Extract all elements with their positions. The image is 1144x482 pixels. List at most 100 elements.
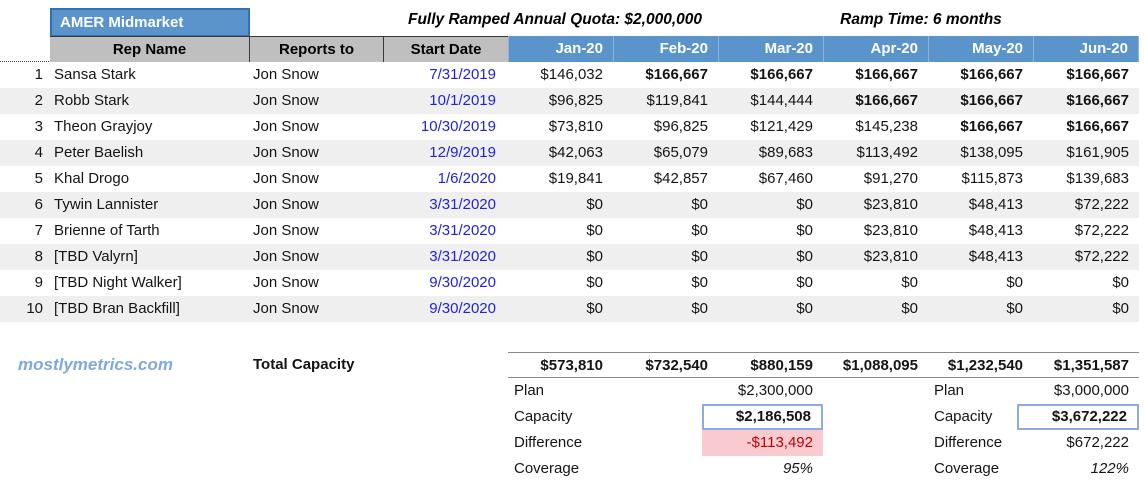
rep-name-cell[interactable]: Peter Baelish (54, 144, 144, 161)
quota-label[interactable]: Fully Ramped Annual Quota: $2,000,000 (407, 11, 702, 28)
capacity-cell[interactable]: $166,667 (855, 92, 918, 109)
col-header-month[interactable]: Jan-20 (508, 36, 613, 62)
capacity-cell[interactable]: $0 (691, 274, 708, 291)
plan-value-right[interactable]: $3,000,000 (1053, 382, 1129, 399)
start-date-cell[interactable]: 3/31/2020 (429, 196, 496, 213)
capacity-cell[interactable]: $166,667 (855, 66, 918, 83)
difference-value-right[interactable]: $672,222 (1066, 434, 1129, 451)
capacity-cell[interactable]: $161,905 (1066, 144, 1129, 161)
capacity-value-right[interactable]: $3,672,222 (1017, 404, 1139, 430)
coverage-value-left[interactable]: 95% (782, 460, 813, 477)
capacity-cell[interactable]: $23,810 (863, 196, 918, 213)
rep-name-cell[interactable]: Brienne of Tarth (54, 222, 160, 239)
capacity-cell[interactable]: $0 (691, 196, 708, 213)
reports-to-cell[interactable]: Jon Snow (253, 196, 319, 213)
rep-name-cell[interactable]: [TBD Bran Backfill] (54, 300, 180, 317)
reports-to-cell[interactable]: Jon Snow (253, 248, 319, 265)
capacity-cell[interactable]: $48,413 (968, 196, 1023, 213)
col-header-month[interactable]: Jun-20 (1033, 36, 1139, 62)
start-date-cell[interactable]: 10/30/2019 (420, 118, 496, 135)
capacity-cell[interactable]: $113,492 (856, 144, 918, 161)
capacity-cell[interactable]: $166,667 (645, 66, 708, 83)
capacity-cell[interactable]: $145,238 (855, 118, 918, 135)
start-date-cell[interactable]: 3/31/2020 (429, 222, 496, 239)
start-date-cell[interactable]: 1/6/2020 (437, 170, 496, 187)
capacity-cell[interactable]: $139,683 (1066, 170, 1129, 187)
capacity-cell[interactable]: $96,825 (548, 92, 603, 109)
capacity-cell[interactable]: $146,032 (540, 66, 603, 83)
capacity-cell[interactable]: $119,841 (646, 92, 708, 109)
reports-to-cell[interactable]: Jon Snow (253, 92, 319, 109)
capacity-cell[interactable]: $0 (691, 300, 708, 317)
capacity-cell[interactable]: $0 (586, 248, 603, 265)
capacity-cell[interactable]: $166,667 (1066, 66, 1129, 83)
coverage-value-right[interactable]: 122% (1090, 460, 1129, 477)
reports-to-cell[interactable]: Jon Snow (253, 222, 319, 239)
col-header-start-date[interactable]: Start Date (383, 36, 508, 62)
capacity-cell[interactable]: $0 (586, 300, 603, 317)
total-capacity-cell[interactable]: $1,232,540 (928, 352, 1033, 378)
site-logo[interactable]: mostlymetrics.com (18, 355, 173, 374)
rep-name-cell[interactable]: Theon Grayjoy (54, 118, 153, 135)
capacity-cell[interactable]: $0 (901, 274, 918, 291)
capacity-cell[interactable]: $48,413 (968, 248, 1023, 265)
capacity-cell[interactable]: $91,270 (863, 170, 918, 187)
capacity-cell[interactable]: $23,810 (863, 222, 918, 239)
total-capacity-cell[interactable]: $1,351,587 (1033, 352, 1139, 378)
start-date-cell[interactable]: 7/31/2019 (429, 66, 496, 83)
start-date-cell[interactable]: 10/1/2019 (429, 92, 496, 109)
rep-name-cell[interactable]: Khal Drogo (54, 170, 130, 187)
rep-name-cell[interactable]: [TBD Night Walker] (54, 274, 182, 291)
capacity-cell[interactable]: $0 (796, 196, 813, 213)
rep-name-cell[interactable]: Robb Stark (54, 92, 130, 109)
capacity-cell[interactable]: $72,222 (1074, 248, 1129, 265)
capacity-cell[interactable]: $166,667 (750, 66, 813, 83)
reports-to-cell[interactable]: Jon Snow (253, 170, 319, 187)
capacity-cell[interactable]: $144,444 (750, 92, 813, 109)
col-header-reports-to[interactable]: Reports to (249, 36, 383, 62)
start-date-cell[interactable]: 3/31/2020 (429, 248, 496, 265)
col-header-month[interactable]: May-20 (928, 36, 1033, 62)
rep-name-cell[interactable]: Sansa Stark (54, 66, 136, 83)
total-capacity-cell[interactable]: $1,088,095 (823, 352, 928, 378)
capacity-cell[interactable]: $166,667 (960, 118, 1023, 135)
ramp-time-label[interactable]: Ramp Time: 6 months (840, 11, 1002, 28)
capacity-cell[interactable]: $0 (1112, 274, 1129, 291)
capacity-cell[interactable]: $121,429 (750, 118, 813, 135)
col-header-month[interactable]: Apr-20 (823, 36, 928, 62)
capacity-cell[interactable]: $48,413 (968, 222, 1023, 239)
capacity-cell[interactable]: $19,841 (548, 170, 603, 187)
capacity-cell[interactable]: $0 (796, 300, 813, 317)
capacity-cell[interactable]: $166,667 (960, 92, 1023, 109)
capacity-cell[interactable]: $0 (586, 222, 603, 239)
col-header-month[interactable]: Feb-20 (613, 36, 718, 62)
capacity-cell[interactable]: $115,873 (961, 170, 1023, 187)
capacity-cell[interactable]: $0 (1112, 300, 1129, 317)
capacity-cell[interactable]: $72,222 (1074, 196, 1129, 213)
capacity-cell[interactable]: $0 (901, 300, 918, 317)
capacity-cell[interactable]: $67,460 (758, 170, 813, 187)
capacity-cell[interactable]: $42,063 (548, 144, 603, 161)
capacity-cell[interactable]: $166,667 (1066, 118, 1129, 135)
total-capacity-cell[interactable]: $573,810 (508, 352, 613, 378)
capacity-cell[interactable]: $166,667 (1066, 92, 1129, 109)
capacity-cell[interactable]: $0 (796, 274, 813, 291)
start-date-cell[interactable]: 12/9/2019 (429, 144, 496, 161)
capacity-cell[interactable]: $0 (691, 248, 708, 265)
col-header-month[interactable]: Mar-20 (718, 36, 823, 62)
reports-to-cell[interactable]: Jon Snow (253, 300, 319, 317)
capacity-cell[interactable]: $0 (586, 274, 603, 291)
capacity-cell[interactable]: $0 (796, 222, 813, 239)
capacity-cell[interactable]: $0 (1006, 274, 1023, 291)
capacity-value-left[interactable]: $2,186,508 (702, 404, 823, 430)
team-name-cell[interactable]: AMER Midmarket (50, 8, 250, 37)
capacity-cell[interactable]: $42,857 (653, 170, 708, 187)
total-capacity-cell[interactable]: $880,159 (718, 352, 823, 378)
capacity-cell[interactable]: $0 (691, 222, 708, 239)
capacity-cell[interactable]: $72,222 (1074, 222, 1129, 239)
capacity-cell[interactable]: $0 (586, 196, 603, 213)
capacity-cell[interactable]: $0 (1006, 300, 1023, 317)
rep-name-cell[interactable]: [TBD Valyrn] (54, 248, 138, 265)
plan-value-left[interactable]: $2,300,000 (737, 382, 813, 399)
capacity-cell[interactable]: $138,095 (960, 144, 1023, 161)
